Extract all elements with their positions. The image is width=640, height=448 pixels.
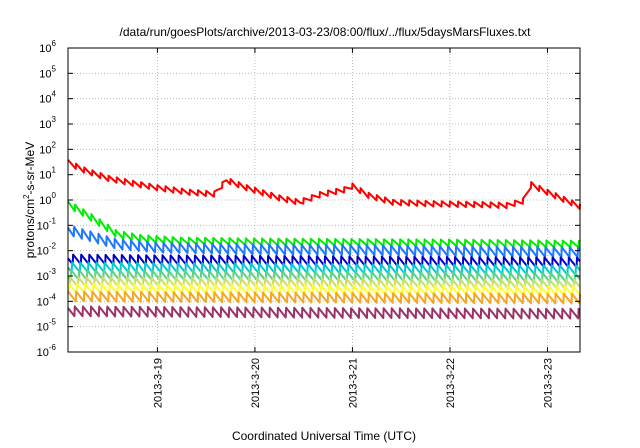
y-tick-base: 10 [37, 296, 49, 308]
y-tick-label: 10-1 [37, 216, 57, 232]
y-tick-exponent: 1 [52, 166, 57, 175]
x-tick-label: 2013-3-22 [445, 358, 457, 408]
y-tick-label: 101 [39, 166, 56, 182]
x-tick-label: 2013-3-19 [152, 358, 164, 408]
y-tick-exponent: -3 [49, 267, 57, 276]
series-line-10 [67, 305, 581, 320]
y-tick-exponent: -1 [49, 216, 57, 225]
y-tick-exponent: 0 [52, 191, 57, 200]
series-layer [67, 159, 581, 320]
grid-layer [68, 48, 580, 352]
x-tick-label: 2013-3-20 [250, 358, 262, 408]
y-axis-label-superscript: 2 [22, 194, 31, 199]
y-tick-label: 103 [39, 115, 56, 131]
y-tick-base: 10 [37, 220, 49, 232]
y-tick-label: 10-2 [37, 242, 57, 258]
y-tick-label: 10-6 [37, 343, 57, 359]
series-line-3 [67, 225, 581, 259]
y-tick-exponent: 2 [52, 140, 57, 149]
series-line-8 [67, 282, 581, 297]
y-tick-base: 10 [39, 68, 51, 80]
series-line-2 [67, 200, 581, 249]
chart-title: /data/run/goesPlots/archive/2013-03-23/0… [120, 25, 532, 39]
y-tick-label: 100 [39, 191, 56, 207]
series-line-9 [67, 290, 581, 305]
y-tick-exponent: 6 [52, 39, 57, 48]
x-tick-label: 2013-3-23 [542, 358, 554, 408]
y-tick-exponent: 3 [52, 115, 57, 124]
y-tick-base: 10 [37, 347, 49, 359]
y-tick-base: 10 [37, 271, 49, 283]
series-line-7 [67, 275, 581, 291]
y-tick-label: 10-5 [37, 318, 57, 334]
y-axis-label-prefix: protons/cm [23, 199, 37, 258]
y-tick-base: 10 [37, 322, 49, 334]
series-line-1 [67, 159, 581, 210]
y-tick-base: 10 [39, 195, 51, 207]
y-axis-label-suffix: -s-sr-MeV [23, 142, 37, 195]
y-tick-base: 10 [39, 144, 51, 156]
series-line-6 [67, 269, 581, 284]
tick-layer: 10-610-510-410-310-210-11001011021031041… [37, 39, 580, 408]
y-tick-base: 10 [39, 43, 51, 55]
y-tick-base: 10 [39, 170, 51, 182]
y-tick-exponent: -2 [49, 242, 57, 251]
y-tick-label: 106 [39, 39, 56, 55]
y-axis-label: protons/cm2-s-sr-MeV [22, 142, 37, 258]
series-line-5 [67, 261, 581, 276]
y-tick-exponent: -4 [49, 292, 57, 301]
y-tick-label: 102 [39, 140, 56, 156]
y-tick-exponent: 4 [52, 90, 57, 99]
y-tick-label: 10-3 [37, 267, 57, 283]
x-axis-label: Coordinated Universal Time (UTC) [232, 429, 416, 443]
y-tick-exponent: -6 [49, 343, 57, 352]
y-tick-base: 10 [39, 119, 51, 131]
y-tick-base: 10 [37, 246, 49, 258]
x-tick-label: 2013-3-21 [347, 358, 359, 408]
y-tick-label: 105 [39, 64, 56, 80]
y-tick-base: 10 [39, 94, 51, 106]
y-tick-exponent: 5 [52, 64, 57, 73]
y-tick-label: 104 [39, 90, 56, 106]
y-tick-label: 10-4 [37, 292, 57, 308]
y-tick-exponent: -5 [49, 318, 57, 327]
